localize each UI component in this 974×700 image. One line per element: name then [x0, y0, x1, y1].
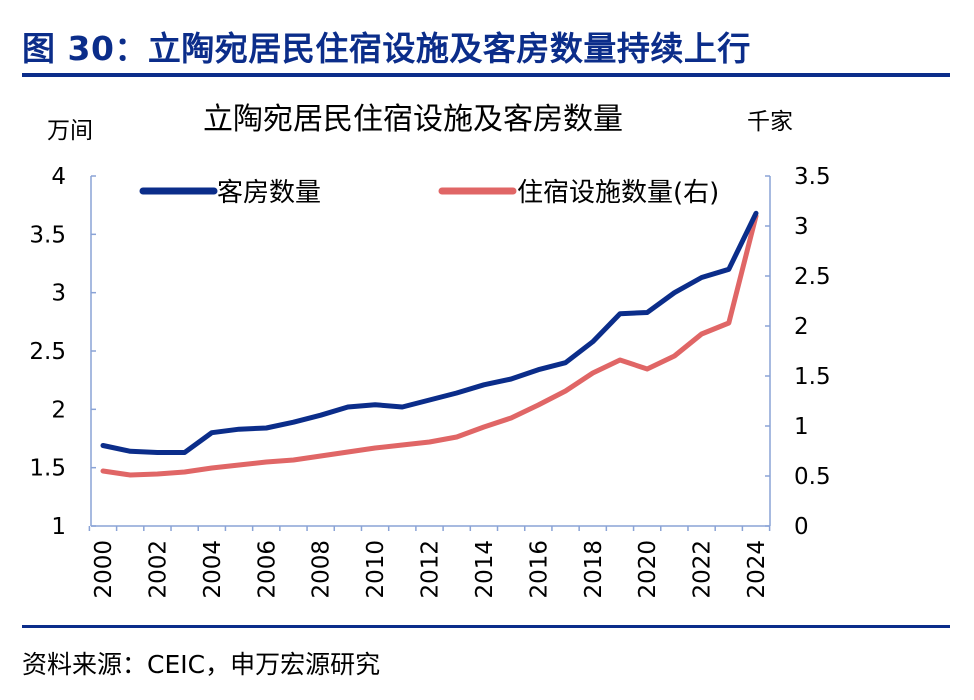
left-tick-label: 2.5 — [29, 339, 66, 365]
right-axis-ticks: 0 0.5 1 1.5 2 2.5 3 3.5 — [765, 164, 831, 540]
title-rule — [22, 73, 950, 77]
x-tick-label: 2020 — [635, 540, 661, 599]
series-layer — [100, 210, 759, 478]
x-axis-ticks: 2000 2002 2004 2006 2008 2010 2012 2014 2016 2018… — [88, 526, 771, 599]
x-tick-label: 2016 — [526, 540, 552, 599]
x-tick-label: 2012 — [418, 540, 444, 599]
left-tick-label: 2 — [51, 397, 66, 423]
right-tick-label: 2 — [794, 314, 809, 340]
x-tick-label: 2006 — [254, 540, 280, 599]
left-tick-label: 1 — [51, 514, 66, 540]
x-tick-label: 2002 — [145, 540, 171, 599]
left-tick-label: 1.5 — [29, 456, 66, 482]
x-tick-label: 2008 — [309, 540, 335, 599]
right-axis-unit: 千家 — [747, 109, 793, 135]
x-tick-label: 2024 — [744, 540, 770, 599]
x-tick-label: 2004 — [200, 540, 226, 599]
left-tick-label: 4 — [51, 164, 66, 190]
x-tick-label: 2018 — [581, 540, 607, 599]
legend: 客房数量 住宿设施数量(右) — [139, 178, 719, 208]
series-line-facilities — [100, 213, 759, 478]
right-tick-label: 1.5 — [794, 364, 831, 390]
series-line-rooms — [100, 210, 759, 455]
right-tick-label: 1 — [794, 414, 809, 440]
left-axis-ticks: 1 1.5 2 2.5 3 3.5 4 — [29, 164, 96, 540]
source-note: 资料来源：CEIC，申万宏源研究 — [22, 650, 381, 679]
left-tick-label: 3.5 — [29, 222, 66, 248]
x-tick-label: 2014 — [472, 540, 498, 599]
left-axis-unit: 万间 — [47, 118, 93, 144]
right-tick-label: 2.5 — [794, 264, 831, 290]
x-tick-label: 2010 — [363, 540, 389, 599]
right-tick-label: 0.5 — [794, 464, 831, 490]
legend-label-facilities: 住宿设施数量(右) — [517, 178, 719, 208]
legend-label-rooms: 客房数量 — [217, 178, 321, 208]
right-tick-label: 3 — [794, 214, 809, 240]
x-tick-label: 2022 — [690, 540, 716, 599]
x-tick-label: 2000 — [91, 540, 117, 599]
right-tick-label: 3.5 — [794, 164, 831, 190]
right-tick-label: 0 — [794, 514, 809, 540]
chart-title: 立陶宛居民住宿设施及客房数量 — [203, 102, 623, 137]
left-tick-label: 3 — [51, 281, 66, 307]
figure-title: 图 30：立陶宛居民住宿设施及客房数量持续上行 — [22, 29, 751, 68]
source-rule — [22, 625, 950, 628]
